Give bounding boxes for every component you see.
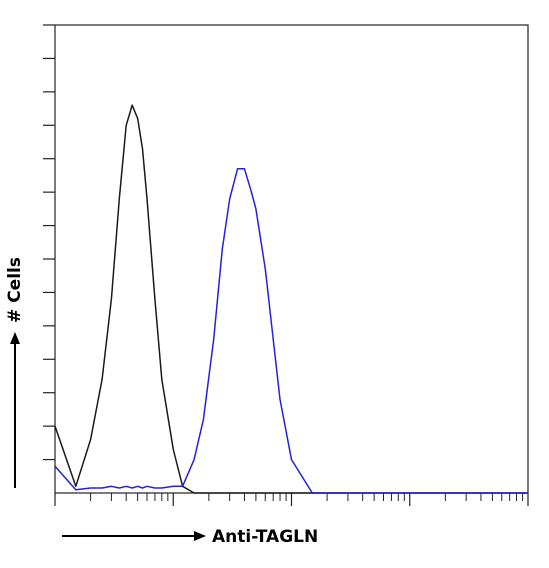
y-axis-label: # Cells (5, 257, 25, 323)
x-arrow-head (194, 531, 206, 541)
x-axis-label: Anti-TAGLN (212, 527, 318, 547)
y-arrow-head (10, 332, 20, 344)
plot-frame (54, 24, 529, 494)
histogram-line (54, 167, 528, 494)
histogram-line (54, 104, 528, 494)
